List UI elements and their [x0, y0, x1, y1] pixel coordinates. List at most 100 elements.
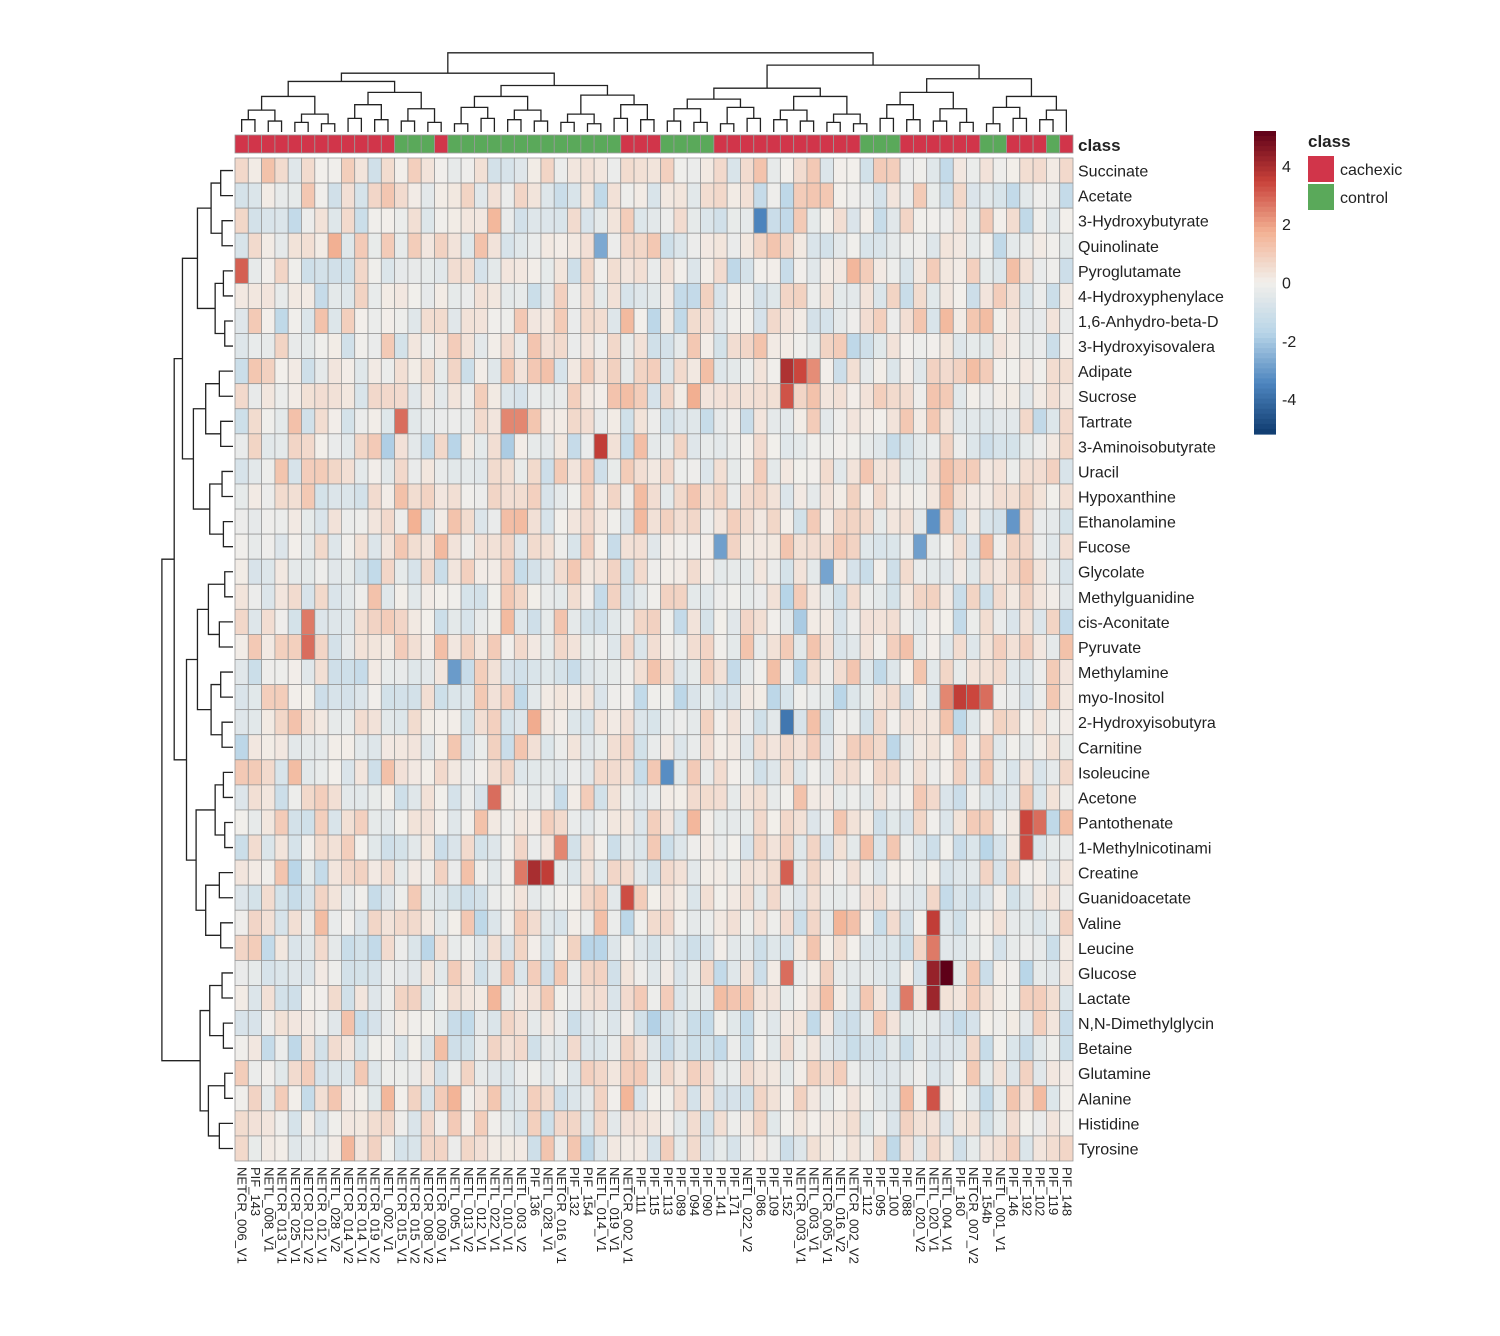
heatmap-cell — [939, 834, 954, 861]
heatmap-cell — [380, 182, 396, 209]
heatmap-cell — [846, 207, 861, 234]
column-label: NETL_003_V2 — [514, 1167, 529, 1252]
heatmap-cell — [234, 308, 249, 334]
heatmap-cell — [527, 884, 542, 911]
heatmap-cell — [447, 383, 462, 410]
heatmap-cell — [620, 934, 635, 961]
heatmap-cell — [1059, 1135, 1074, 1162]
heatmap-cell — [407, 508, 422, 535]
dendrogram-branch — [719, 123, 735, 132]
colorbar-segment — [1254, 277, 1276, 284]
heatmap-cell — [367, 257, 382, 284]
colorbar-segment — [1254, 327, 1276, 334]
column-label: NETL_010_V1 — [501, 1167, 516, 1252]
heatmap-cell — [966, 308, 981, 334]
heatmap-cell — [580, 232, 595, 259]
heatmap-cell — [447, 1010, 462, 1037]
heatmap-cell — [553, 1060, 568, 1087]
heatmap-cell — [673, 884, 688, 911]
heatmap-cell — [274, 634, 289, 660]
heatmap-cell — [846, 583, 861, 610]
heatmap-cell — [540, 533, 555, 560]
column-label: PIF_102 — [1033, 1167, 1048, 1216]
heatmap-cell — [740, 834, 755, 861]
heatmap-cell — [660, 1135, 675, 1162]
heatmap-cell — [434, 232, 449, 259]
class-annotation-cell — [660, 134, 675, 154]
heatmap-cell — [460, 257, 475, 284]
heatmap-cell — [793, 408, 808, 435]
heatmap-cell — [607, 934, 622, 961]
heatmap-cell — [740, 358, 755, 385]
heatmap-cell — [620, 659, 635, 685]
heatmap-cell — [354, 433, 369, 460]
row-label: Adipate — [1078, 364, 1132, 381]
heatmap-cell — [793, 182, 808, 209]
heatmap-cell — [234, 157, 249, 184]
heatmap-cell — [939, 508, 954, 535]
column-label: NETCR_015_V1 — [394, 1167, 409, 1264]
heatmap-cell — [314, 859, 329, 886]
heatmap-cell — [806, 608, 821, 635]
heatmap-cell — [673, 232, 688, 259]
heatmap-cell — [580, 458, 595, 485]
heatmap-cell — [407, 809, 422, 836]
heatmap-cell — [274, 1135, 289, 1162]
heatmap-cell — [593, 383, 608, 410]
heatmap-cell — [952, 884, 967, 911]
heatmap-cell — [301, 859, 316, 886]
heatmap-cell — [753, 182, 768, 209]
heatmap-cell — [713, 533, 728, 560]
heatmap-cell — [327, 659, 342, 685]
heatmap-cell — [899, 583, 914, 610]
heatmap-cell — [567, 1060, 582, 1087]
heatmap-cell — [327, 759, 342, 786]
class-annotation-cell — [979, 134, 994, 154]
class-annotation-cell — [513, 134, 529, 154]
heatmap-cell — [474, 1010, 489, 1037]
heatmap-cell — [766, 383, 781, 410]
dendrogram-branch — [640, 119, 655, 132]
heatmap-cell — [979, 483, 994, 510]
heatmap-cell — [819, 809, 834, 836]
heatmap-cell — [287, 157, 302, 184]
heatmap-cell — [407, 909, 422, 936]
heatmap-cell — [593, 1060, 608, 1087]
heatmap-cell — [327, 408, 342, 435]
heatmap-cell — [593, 759, 608, 786]
heatmap-cell — [686, 232, 701, 259]
heatmap-cell — [460, 834, 475, 861]
class-annotation-cell — [899, 134, 914, 154]
heatmap-cell — [1019, 834, 1034, 861]
heatmap-cell — [553, 759, 568, 786]
heatmap-cell — [487, 784, 502, 811]
heatmap-cell — [660, 483, 675, 510]
heatmap-cell — [966, 282, 981, 309]
heatmap-cell — [287, 834, 302, 861]
heatmap-cell — [1059, 809, 1074, 836]
heatmap-cell — [633, 659, 648, 685]
heatmap-cell — [819, 834, 834, 861]
heatmap-cell — [274, 308, 289, 334]
heatmap-cell — [1032, 508, 1047, 535]
heatmap-cell — [740, 483, 755, 510]
heatmap-cell — [394, 834, 409, 861]
heatmap-cell — [633, 784, 648, 811]
heatmap-cell — [1059, 709, 1074, 736]
heatmap-cell — [553, 458, 568, 485]
heatmap-cell — [394, 859, 409, 886]
heatmap-cell — [966, 960, 981, 986]
heatmap-cell — [766, 483, 781, 510]
heatmap-cell — [367, 508, 382, 535]
heatmap-cell — [646, 659, 662, 685]
heatmap-cell — [1032, 333, 1047, 359]
colorbar-segment — [1254, 181, 1276, 188]
heatmap-cell — [527, 182, 542, 209]
heatmap-cell — [580, 583, 595, 610]
heatmap-cell — [819, 734, 834, 761]
heatmap-cell — [779, 257, 795, 284]
heatmap-cell — [926, 333, 941, 359]
heatmap-cell — [859, 558, 874, 585]
heatmap-cell — [952, 1060, 967, 1087]
colorbar-segment — [1254, 206, 1276, 213]
